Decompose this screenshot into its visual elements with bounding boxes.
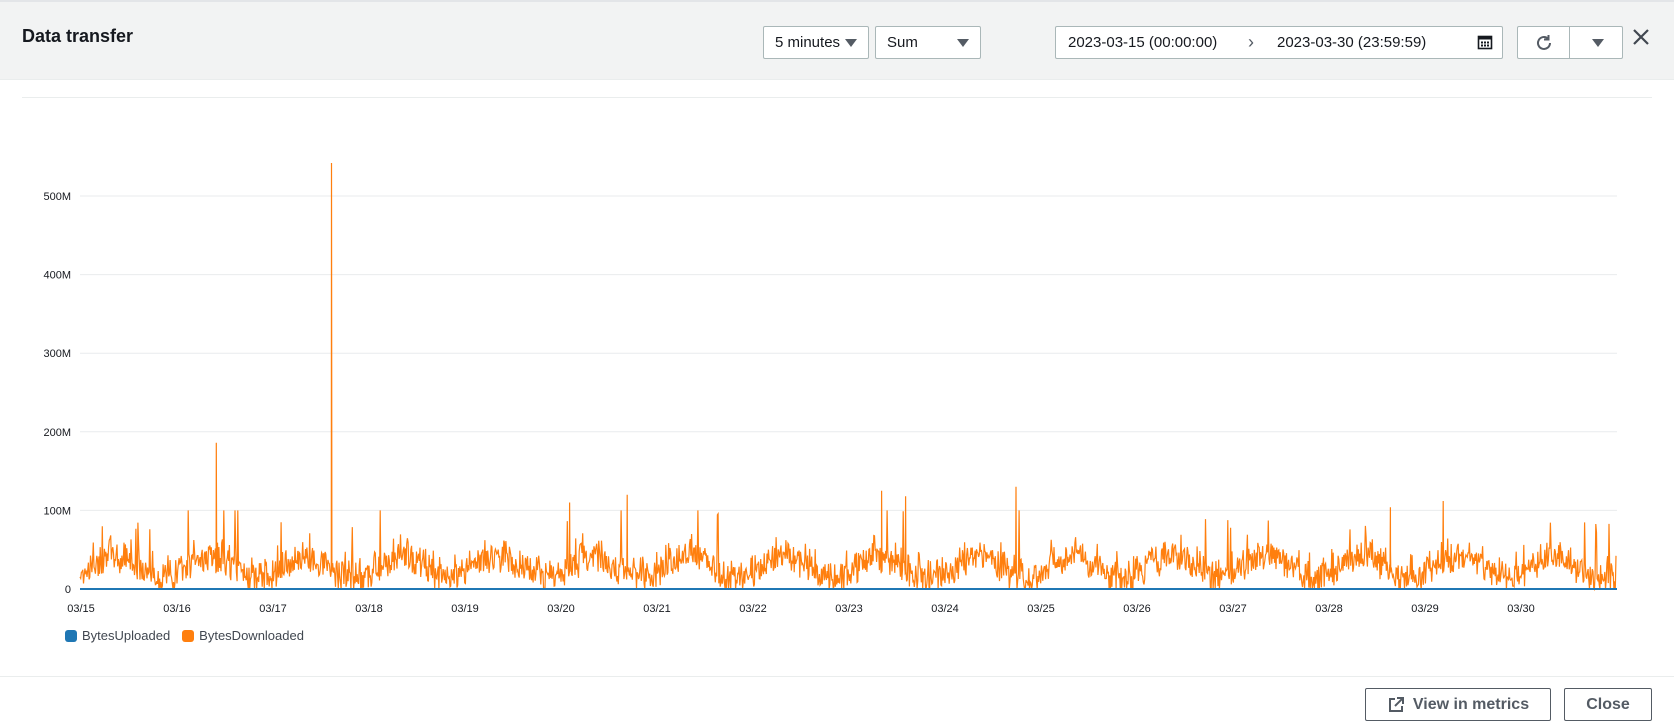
close-icon[interactable]: [1630, 26, 1652, 48]
x-tick-label: 03/23: [835, 603, 863, 615]
x-tick-label: 03/17: [259, 603, 287, 615]
x-tick-label: 03/20: [547, 603, 575, 615]
refresh-icon: [1536, 34, 1551, 50]
period-dropdown[interactable]: 5 minutes: [763, 26, 869, 59]
chart-legend: BytesUploaded BytesDownloaded: [65, 628, 304, 643]
y-tick-label: 500M: [43, 191, 71, 203]
y-tick-label: 0: [65, 584, 71, 596]
chevron-right-icon: ›: [1248, 32, 1254, 52]
calendar-icon[interactable]: [1477, 34, 1493, 50]
x-tick-label: 03/25: [1027, 603, 1055, 615]
date-range-end: 2023-03-30 (23:59:59): [1277, 34, 1427, 51]
view-in-metrics-label: View in metrics: [1412, 695, 1530, 713]
date-range-picker[interactable]: 2023-03-15 (00:00:00) › 2023-03-30 (23:5…: [1055, 26, 1503, 59]
legend-swatch-downloaded: [182, 629, 195, 642]
period-value: 5 minutes: [775, 34, 841, 51]
series-line-bytes-downloaded: [79, 162, 1617, 592]
refresh-button-group: [1517, 26, 1623, 59]
x-tick-label: 03/26: [1123, 603, 1151, 615]
x-tick-label: 03/30: [1507, 603, 1535, 615]
x-tick-label: 03/28: [1315, 603, 1343, 615]
caret-down-icon: [957, 39, 969, 47]
footer-divider: [0, 676, 1674, 677]
refresh-button[interactable]: [1518, 27, 1570, 58]
x-tick-label: 03/22: [739, 603, 767, 615]
x-tick-label: 03/21: [643, 603, 671, 615]
legend-swatch-uploaded: [65, 629, 77, 642]
y-tick-label: 200M: [43, 427, 71, 439]
divider: [22, 97, 1652, 98]
refresh-options-dropdown[interactable]: [1570, 27, 1623, 58]
statistic-value: Sum: [887, 34, 918, 51]
statistic-dropdown[interactable]: Sum: [875, 26, 981, 59]
legend-label-downloaded: BytesDownloaded: [199, 628, 304, 643]
legend-label-uploaded: BytesUploaded: [82, 628, 171, 643]
x-tick-label: 03/16: [163, 603, 191, 615]
close-button-label: Close: [1586, 695, 1630, 713]
x-tick-label: 03/18: [355, 603, 383, 615]
x-tick-label: 03/15: [67, 603, 95, 615]
y-tick-label: 100M: [43, 505, 71, 517]
external-link-icon: [1388, 696, 1404, 712]
legend-item-downloaded[interactable]: BytesDownloaded: [182, 628, 304, 643]
x-tick-label: 03/24: [931, 603, 959, 615]
caret-down-icon: [845, 39, 857, 47]
x-tick-label: 03/19: [451, 603, 479, 615]
y-tick-label: 400M: [43, 270, 71, 282]
x-tick-label: 03/27: [1219, 603, 1247, 615]
caret-down-icon: [1592, 39, 1604, 47]
close-button[interactable]: Close: [1564, 688, 1652, 721]
data-transfer-chart: 0 100M 200M 300M 400M 500M 03/15 03/16 03/17 03/1…: [43, 162, 1617, 615]
y-tick-label: 300M: [43, 348, 71, 360]
legend-item-uploaded[interactable]: BytesUploaded: [65, 628, 170, 643]
view-in-metrics-button[interactable]: View in metrics: [1365, 688, 1551, 721]
x-tick-label: 03/29: [1411, 603, 1439, 615]
modal-header: Data transfer 5 minutes Sum 2023-03-15 (…: [0, 0, 1674, 80]
date-range-start: 2023-03-15 (00:00:00): [1068, 34, 1218, 51]
modal-title: Data transfer: [22, 26, 134, 46]
